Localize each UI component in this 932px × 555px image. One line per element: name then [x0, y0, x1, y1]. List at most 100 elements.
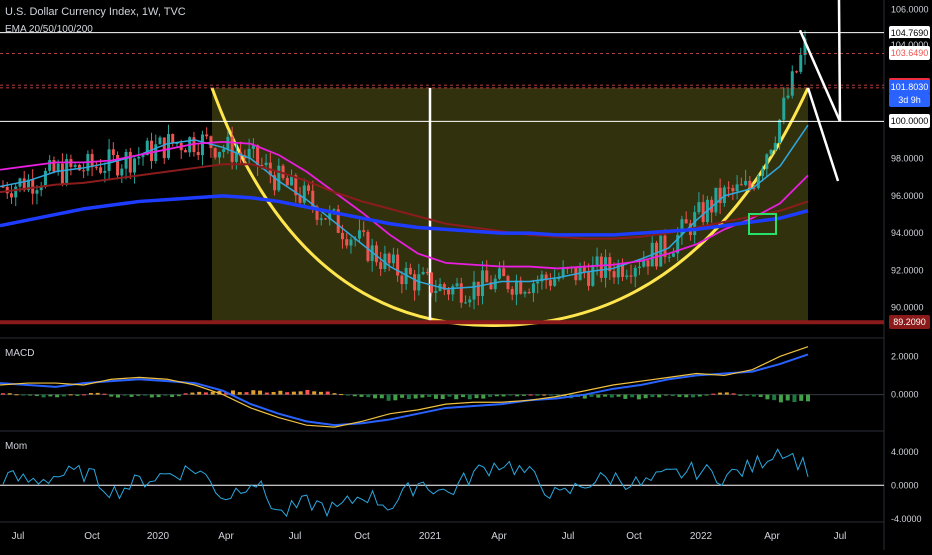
- macd-histogram-bar: [406, 394, 411, 400]
- candle-body: [654, 242, 658, 267]
- candle-body: [489, 282, 493, 290]
- x-tick-label: Apr: [218, 531, 234, 542]
- macd-histogram-bar: [691, 394, 695, 398]
- candle-body: [383, 253, 387, 270]
- candle-body: [425, 272, 429, 274]
- candle-body: [510, 289, 514, 295]
- levels-layer: [0, 0, 884, 325]
- candle-body: [595, 256, 599, 265]
- candle-body: [587, 272, 591, 286]
- candle-body: [782, 97, 786, 120]
- macd-histogram-bar: [474, 394, 479, 399]
- macd-histogram-bar: [318, 391, 323, 395]
- macd-histogram-bar: [542, 394, 547, 396]
- macd-histogram-bar: [75, 394, 80, 396]
- macd-y-tick-label: 0.0000: [891, 390, 919, 400]
- candle-body: [99, 167, 103, 173]
- macd-histogram-bar: [454, 394, 459, 400]
- candle-body: [133, 158, 137, 173]
- candle-body: [616, 263, 620, 278]
- candle-body: [162, 137, 166, 159]
- macd-histogram-bar: [535, 394, 540, 396]
- candle-body: [150, 140, 154, 162]
- candle-body: [684, 219, 688, 224]
- candle-body: [502, 268, 506, 277]
- macd-histogram-bar: [28, 394, 33, 396]
- macd-histogram-bar: [718, 392, 723, 395]
- y-tick-label: 90.0000: [891, 303, 924, 313]
- macd-histogram-bar: [623, 394, 628, 399]
- projection-line: [798, 29, 842, 122]
- candle-body: [264, 162, 268, 166]
- macd-histogram-bar: [156, 394, 161, 398]
- candle-body: [65, 159, 69, 184]
- x-tick-label: 2021: [419, 531, 442, 542]
- candle-body: [561, 267, 565, 278]
- macd-histogram-bar: [373, 394, 378, 399]
- projection-line: [806, 87, 840, 182]
- candle-body: [485, 270, 489, 283]
- macd-histogram-bar: [183, 393, 188, 395]
- candle-body: [205, 134, 209, 137]
- candle-body: [141, 155, 145, 157]
- macd-histogram-bar: [332, 393, 337, 395]
- candle-body: [222, 149, 226, 152]
- candle-body: [718, 187, 722, 204]
- macd-histogram-bar: [271, 391, 276, 395]
- macd-histogram-bar: [751, 394, 756, 397]
- candle-body: [166, 134, 170, 159]
- candle-body: [256, 145, 260, 166]
- macd-histogram-bar: [149, 394, 154, 398]
- candle-body: [120, 168, 124, 176]
- candle-body: [260, 165, 264, 167]
- candle-body: [671, 253, 675, 257]
- x-tick-label: Apr: [491, 531, 507, 542]
- candle-body: [328, 210, 332, 220]
- candle-body: [667, 256, 671, 258]
- candle-body: [31, 179, 35, 194]
- y-tick-label: 94.0000: [891, 228, 924, 238]
- candle-body: [77, 164, 81, 171]
- candle-body: [514, 280, 518, 295]
- candle-body: [154, 144, 158, 162]
- y-tick-label: 92.0000: [891, 265, 924, 275]
- macd-histogram-bar: [176, 394, 181, 397]
- mom-title: Mom: [5, 441, 28, 452]
- candle-body: [714, 187, 718, 213]
- candle-body: [5, 186, 9, 194]
- macd-y-tick-label: 2.0000: [891, 351, 919, 361]
- macd-histogram-bar: [765, 394, 770, 400]
- candle-body: [196, 152, 200, 156]
- macd-histogram-bar: [197, 391, 202, 395]
- candle-body: [799, 55, 803, 72]
- macd-histogram-bar: [305, 389, 310, 395]
- macd-histogram-bar: [609, 394, 614, 398]
- x-tick-label: Oct: [354, 531, 370, 542]
- candle-body: [697, 202, 701, 213]
- macd-histogram-bar: [778, 394, 783, 403]
- macd-histogram-bar: [643, 394, 648, 399]
- macd-histogram-bar: [231, 390, 235, 395]
- candle-body: [349, 239, 353, 246]
- macd-histogram-bar: [488, 394, 493, 397]
- symbol-title: U.S. Dollar Currency Index, 1W, TVC: [5, 6, 186, 18]
- candle-body: [362, 230, 366, 232]
- candle-body: [217, 151, 221, 158]
- candle-body: [638, 266, 642, 268]
- candle-body: [311, 190, 315, 207]
- cup-curve: [210, 87, 810, 327]
- candle-body: [82, 170, 86, 172]
- candle-body: [39, 186, 43, 191]
- macd-histogram-bar: [785, 394, 790, 401]
- macd-histogram-bar: [603, 394, 608, 397]
- candle-body: [247, 148, 251, 159]
- price-label-level: 104.7690: [889, 25, 930, 40]
- price-label-level: 100.0000: [889, 114, 930, 129]
- candle-body: [128, 151, 132, 173]
- macd-histogram-bar: [501, 394, 506, 397]
- macd-histogram-bar: [413, 394, 418, 399]
- mom-y-tick-label: -4.0000: [891, 514, 922, 524]
- x-tick-label: Oct: [626, 531, 642, 542]
